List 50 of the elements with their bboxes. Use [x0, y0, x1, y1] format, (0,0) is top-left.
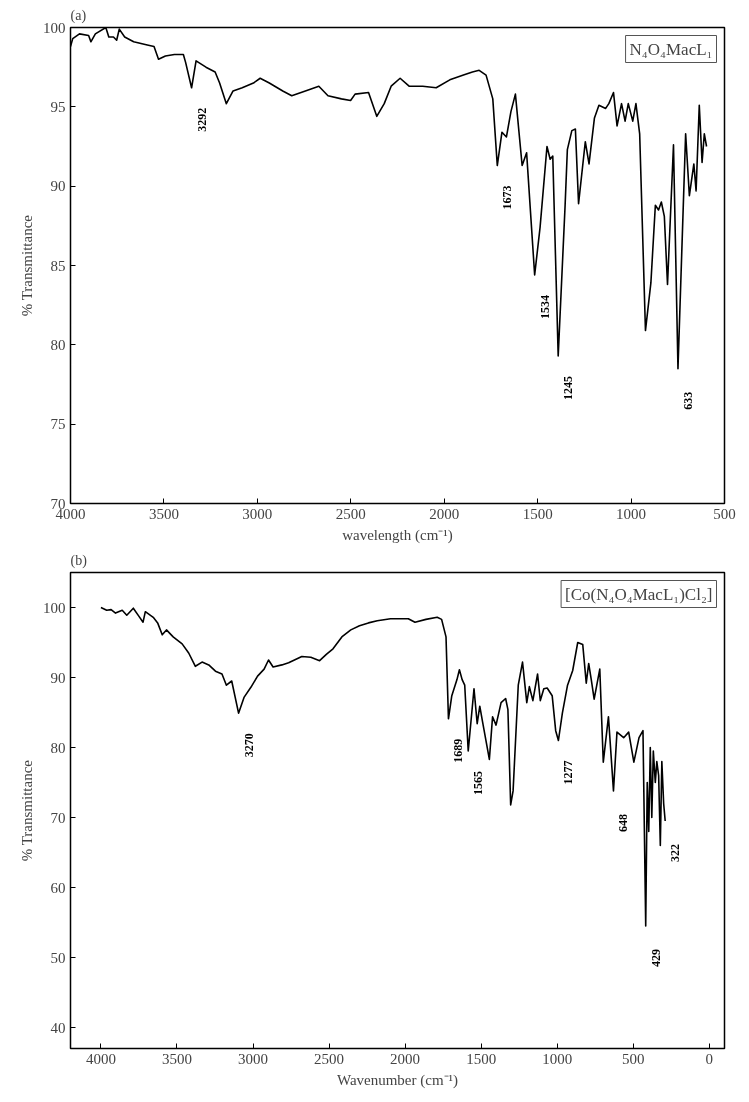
x-tick-label: 3500 — [148, 505, 179, 522]
y-tick-label: 60 — [50, 879, 66, 896]
y-tick-label: 80 — [50, 336, 66, 353]
annotation: 1277 — [561, 760, 576, 785]
x-axis-title: Wavenumber (cm⁻¹) — [336, 1071, 459, 1089]
x-tick-label: 500 — [713, 505, 736, 522]
annotation: 1245 — [561, 375, 576, 400]
annotation: 429 — [648, 949, 663, 967]
x-tick-label: 2500 — [335, 505, 366, 522]
annotation: 3270 — [241, 733, 256, 758]
x-tick-label: 4000 — [85, 1050, 116, 1067]
y-tick-label: 100 — [43, 19, 66, 36]
x-tick-label: 2000 — [390, 1050, 421, 1067]
annotation: [Co(N₄O₄MacL₁)Cl₂] — [565, 584, 713, 604]
x-tick-label: 2000 — [429, 505, 460, 522]
y-tick-label: 95 — [50, 98, 66, 115]
x-tick-label: 3000 — [242, 505, 273, 522]
line-series — [100, 606, 666, 927]
annotation: 648 — [616, 813, 631, 832]
annotation: 1534 — [537, 295, 552, 320]
y-tick-label: 70 — [50, 809, 66, 826]
y-axis-title: % Transmittance — [19, 214, 35, 317]
y-tick-label: 50 — [50, 949, 66, 966]
x-tick-label: 3000 — [238, 1050, 269, 1067]
annotation: 1689 — [451, 738, 466, 763]
y-tick-label: 85 — [50, 257, 66, 274]
annotation: 1565 — [471, 771, 486, 795]
chart-title: (a) — [70, 7, 87, 24]
y-tick-label: 100 — [43, 599, 66, 616]
y-axis-title: % Transmittance — [19, 759, 35, 862]
x-tick-label: 3500 — [161, 1050, 192, 1067]
annotation: 633 — [680, 391, 695, 410]
y-tick-label: 80 — [50, 739, 66, 756]
annotation: 3292 — [194, 107, 209, 132]
x-tick-label: 1500 — [522, 505, 553, 522]
x-tick-label: 1500 — [466, 1050, 497, 1067]
annotation: 1673 — [500, 185, 515, 210]
annotation: 322 — [668, 844, 683, 862]
y-tick-label: 90 — [50, 669, 66, 686]
y-tick-label: 90 — [50, 178, 66, 195]
y-tick-label: 40 — [50, 1019, 66, 1036]
x-tick-label: 500 — [621, 1050, 645, 1067]
x-tick-label: 1000 — [542, 1050, 573, 1067]
x-tick-label: 0 — [705, 1050, 714, 1067]
x-tick-label: 2500 — [314, 1050, 345, 1067]
x-axis-title: wavelength (cm⁻¹) — [342, 526, 453, 544]
y-tick-label: 75 — [50, 416, 66, 433]
x-tick-label: 1000 — [616, 505, 647, 522]
chart-title: (b) — [70, 552, 88, 569]
annotation: N₄O₄MacL₁ — [629, 39, 713, 59]
